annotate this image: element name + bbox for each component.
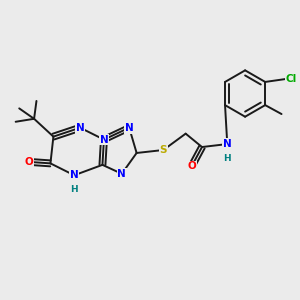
Text: N: N bbox=[117, 169, 126, 179]
Text: H: H bbox=[70, 185, 78, 194]
Text: O: O bbox=[187, 161, 196, 171]
Text: N: N bbox=[100, 135, 108, 145]
Text: S: S bbox=[160, 145, 167, 155]
Text: N: N bbox=[125, 123, 134, 133]
Text: N: N bbox=[76, 123, 85, 133]
Text: O: O bbox=[25, 157, 33, 167]
Text: N: N bbox=[223, 139, 232, 149]
Text: H: H bbox=[224, 154, 231, 163]
Text: N: N bbox=[70, 170, 79, 180]
Text: Cl: Cl bbox=[286, 74, 297, 84]
